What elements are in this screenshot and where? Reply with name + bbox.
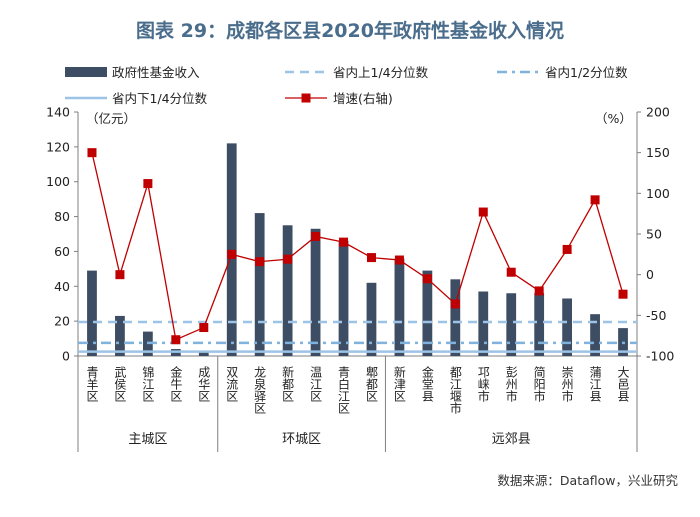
bar-1 — [87, 270, 97, 356]
bar-7 — [254, 213, 265, 356]
bar-15 — [478, 291, 489, 356]
category-label: 金牛区 — [169, 365, 183, 402]
growth-point-4 — [171, 335, 181, 345]
source-note: 数据来源：Dataflow，兴业研究 — [497, 473, 678, 488]
category-label: 龙泉驿区 — [253, 366, 267, 414]
left-tick-label: 120 — [46, 139, 70, 154]
growth-point-11 — [366, 253, 376, 263]
legend-label-bar: 政府性基金收入 — [112, 65, 200, 80]
left-axis-unit: （亿元） — [86, 111, 136, 126]
bar-14 — [450, 279, 461, 356]
category-label: 锦江区 — [141, 366, 155, 402]
right-axis-unit: （%） — [595, 111, 632, 126]
category-label: 崇州市 — [560, 366, 574, 402]
growth-point-20 — [618, 289, 628, 299]
group-label-3: 远郊县 — [492, 431, 531, 447]
bar-9 — [310, 228, 321, 356]
right-tick-label: -50 — [646, 308, 666, 323]
left-tick-label: 40 — [54, 279, 70, 294]
growth-point-8 — [283, 254, 293, 264]
right-tick-label: 100 — [646, 186, 670, 201]
growth-point-14 — [450, 299, 460, 309]
growth-point-3 — [143, 179, 153, 189]
growth-point-1 — [87, 148, 97, 158]
right-tick-label: 200 — [646, 105, 670, 120]
bar-18 — [562, 298, 573, 356]
growth-point-19 — [590, 195, 600, 205]
right-tick-label: -100 — [646, 349, 674, 364]
category-label: 简阳市 — [532, 366, 546, 402]
category-label: 都江堰市 — [448, 366, 462, 414]
growth-point-17 — [534, 286, 544, 296]
left-tick-label: 0 — [62, 349, 70, 364]
bar-19 — [590, 314, 600, 356]
category-label: 新津区 — [392, 365, 406, 402]
category-label: 温江区 — [309, 366, 323, 402]
bar-2 — [115, 315, 125, 356]
left-tick-label: 100 — [46, 174, 70, 189]
legend-label-q3: 省内上1/4分位数 — [333, 65, 429, 80]
chart-title: 图表 29：成都各区县2020年政府性基金收入情况 — [136, 20, 564, 42]
category-label: 蒲江县 — [588, 366, 602, 402]
growth-point-10 — [339, 237, 349, 247]
growth-point-12 — [394, 255, 404, 265]
bar-6 — [226, 143, 237, 356]
category-label: 青羊区 — [85, 366, 99, 402]
legend-swatch-bar — [65, 67, 107, 77]
legend-swatch-growth-marker — [301, 93, 311, 103]
growth-point-2 — [115, 270, 125, 280]
legend-label-q1: 省内下1/4分位数 — [112, 91, 208, 106]
category-label: 邛崃市 — [476, 366, 490, 402]
legend-label-median: 省内1/2分位数 — [545, 65, 628, 80]
left-tick-label: 80 — [54, 209, 70, 224]
right-tick-label: 150 — [646, 145, 670, 160]
category-label: 郫都区 — [364, 365, 378, 402]
bar-10 — [338, 240, 349, 356]
bar-11 — [366, 282, 377, 356]
left-tick-label: 140 — [46, 105, 70, 120]
growth-point-15 — [478, 207, 488, 217]
bar-5 — [198, 350, 209, 356]
growth-point-18 — [562, 244, 572, 254]
bar-16 — [506, 293, 517, 356]
right-tick-label: 0 — [646, 267, 654, 282]
category-label: 大邑县 — [616, 366, 630, 402]
bar-8 — [282, 225, 293, 356]
group-label-2: 环城区 — [282, 432, 321, 447]
category-label: 武侯区 — [113, 366, 127, 402]
category-label: 青白江区 — [337, 366, 351, 414]
category-label: 新都区 — [281, 365, 295, 402]
bar-13 — [422, 270, 433, 356]
left-tick-label: 60 — [54, 244, 70, 259]
category-label: 成华区 — [197, 366, 211, 402]
growth-point-16 — [506, 267, 516, 277]
right-tick-label: 50 — [646, 227, 662, 242]
growth-point-7 — [255, 257, 265, 267]
growth-point-5 — [199, 323, 209, 333]
group-label-1: 主城区 — [128, 432, 167, 447]
category-label: 金堂县 — [420, 365, 434, 402]
legend-label-growth: 增速(右轴) — [333, 91, 393, 106]
bar-17 — [534, 293, 545, 356]
category-label: 双流区 — [225, 366, 239, 402]
growth-line — [91, 152, 624, 341]
bar-12 — [394, 258, 405, 356]
growth-point-9 — [311, 231, 321, 241]
growth-point-6 — [227, 249, 237, 259]
growth-point-13 — [422, 274, 432, 284]
left-tick-label: 20 — [54, 314, 70, 329]
category-label: 彭州市 — [504, 366, 518, 402]
